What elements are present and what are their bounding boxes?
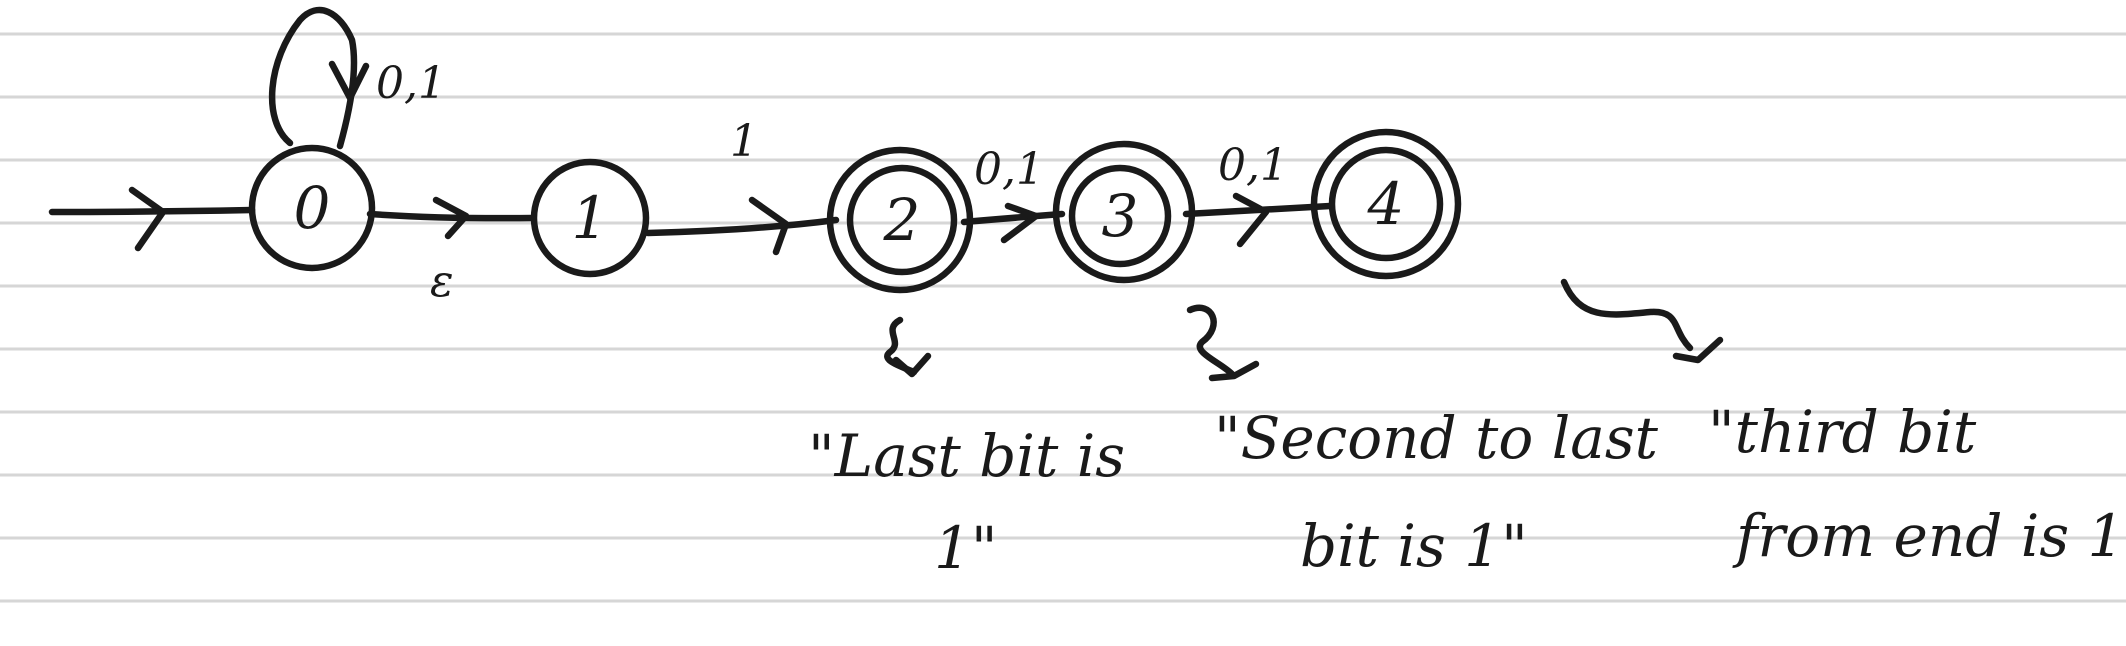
annotation-q3-line1: "Second to last: [1214, 404, 1659, 472]
start-arrow: [48, 186, 256, 252]
state-q0-label: 0: [294, 174, 331, 242]
state-q2[interactable]: 2: [826, 146, 974, 294]
state-q2-label: 2: [883, 186, 921, 254]
state-q3[interactable]: 3: [1052, 140, 1196, 284]
edge-q0-q1: [366, 196, 536, 240]
edge-q3-q4-label: 0,1: [1218, 140, 1288, 191]
annotation-q4-line1: "third bit: [1708, 398, 1977, 466]
state-q4-label: 4: [1367, 170, 1405, 238]
edge-q1-q2: [644, 196, 840, 256]
annotation-pointer-q3: [1186, 304, 1260, 382]
edge-q2-q3-label: 0,1: [974, 144, 1044, 195]
annotation-q2-line2: 1": [934, 514, 998, 582]
ruled-lines: [0, 32, 2126, 603]
state-q0: 0: [248, 144, 376, 272]
annotation-q3-line2: bit is 1": [1300, 512, 1528, 580]
edge-q1-q2-label: 1: [730, 116, 758, 167]
annotation-q4: "third bit from end is 1".: [1708, 398, 2126, 570]
state-q1-label: 1: [572, 184, 609, 252]
self-loop-label: 0,1: [376, 58, 446, 109]
annotation-q3: "Second to last bit is 1": [1214, 404, 1659, 580]
edge-q0-q1-label: ε: [430, 256, 454, 307]
annotation-q2: "Last bit is 1": [808, 422, 1125, 582]
edge-q3-q4: [1182, 192, 1334, 248]
self-loop-q0: [268, 6, 370, 150]
state-q4[interactable]: 4: [1310, 128, 1462, 280]
annotation-pointer-q2: [884, 316, 932, 378]
annotation-q4-line2: from end is 1".: [1732, 502, 2126, 570]
state-q3-label: 3: [1102, 182, 1139, 250]
annotation-q2-line1: "Last bit is: [808, 422, 1125, 490]
annotation-pointer-q4: [1560, 278, 1724, 364]
state-q1: 1: [530, 158, 650, 278]
edge-q2-q3: [960, 202, 1066, 244]
